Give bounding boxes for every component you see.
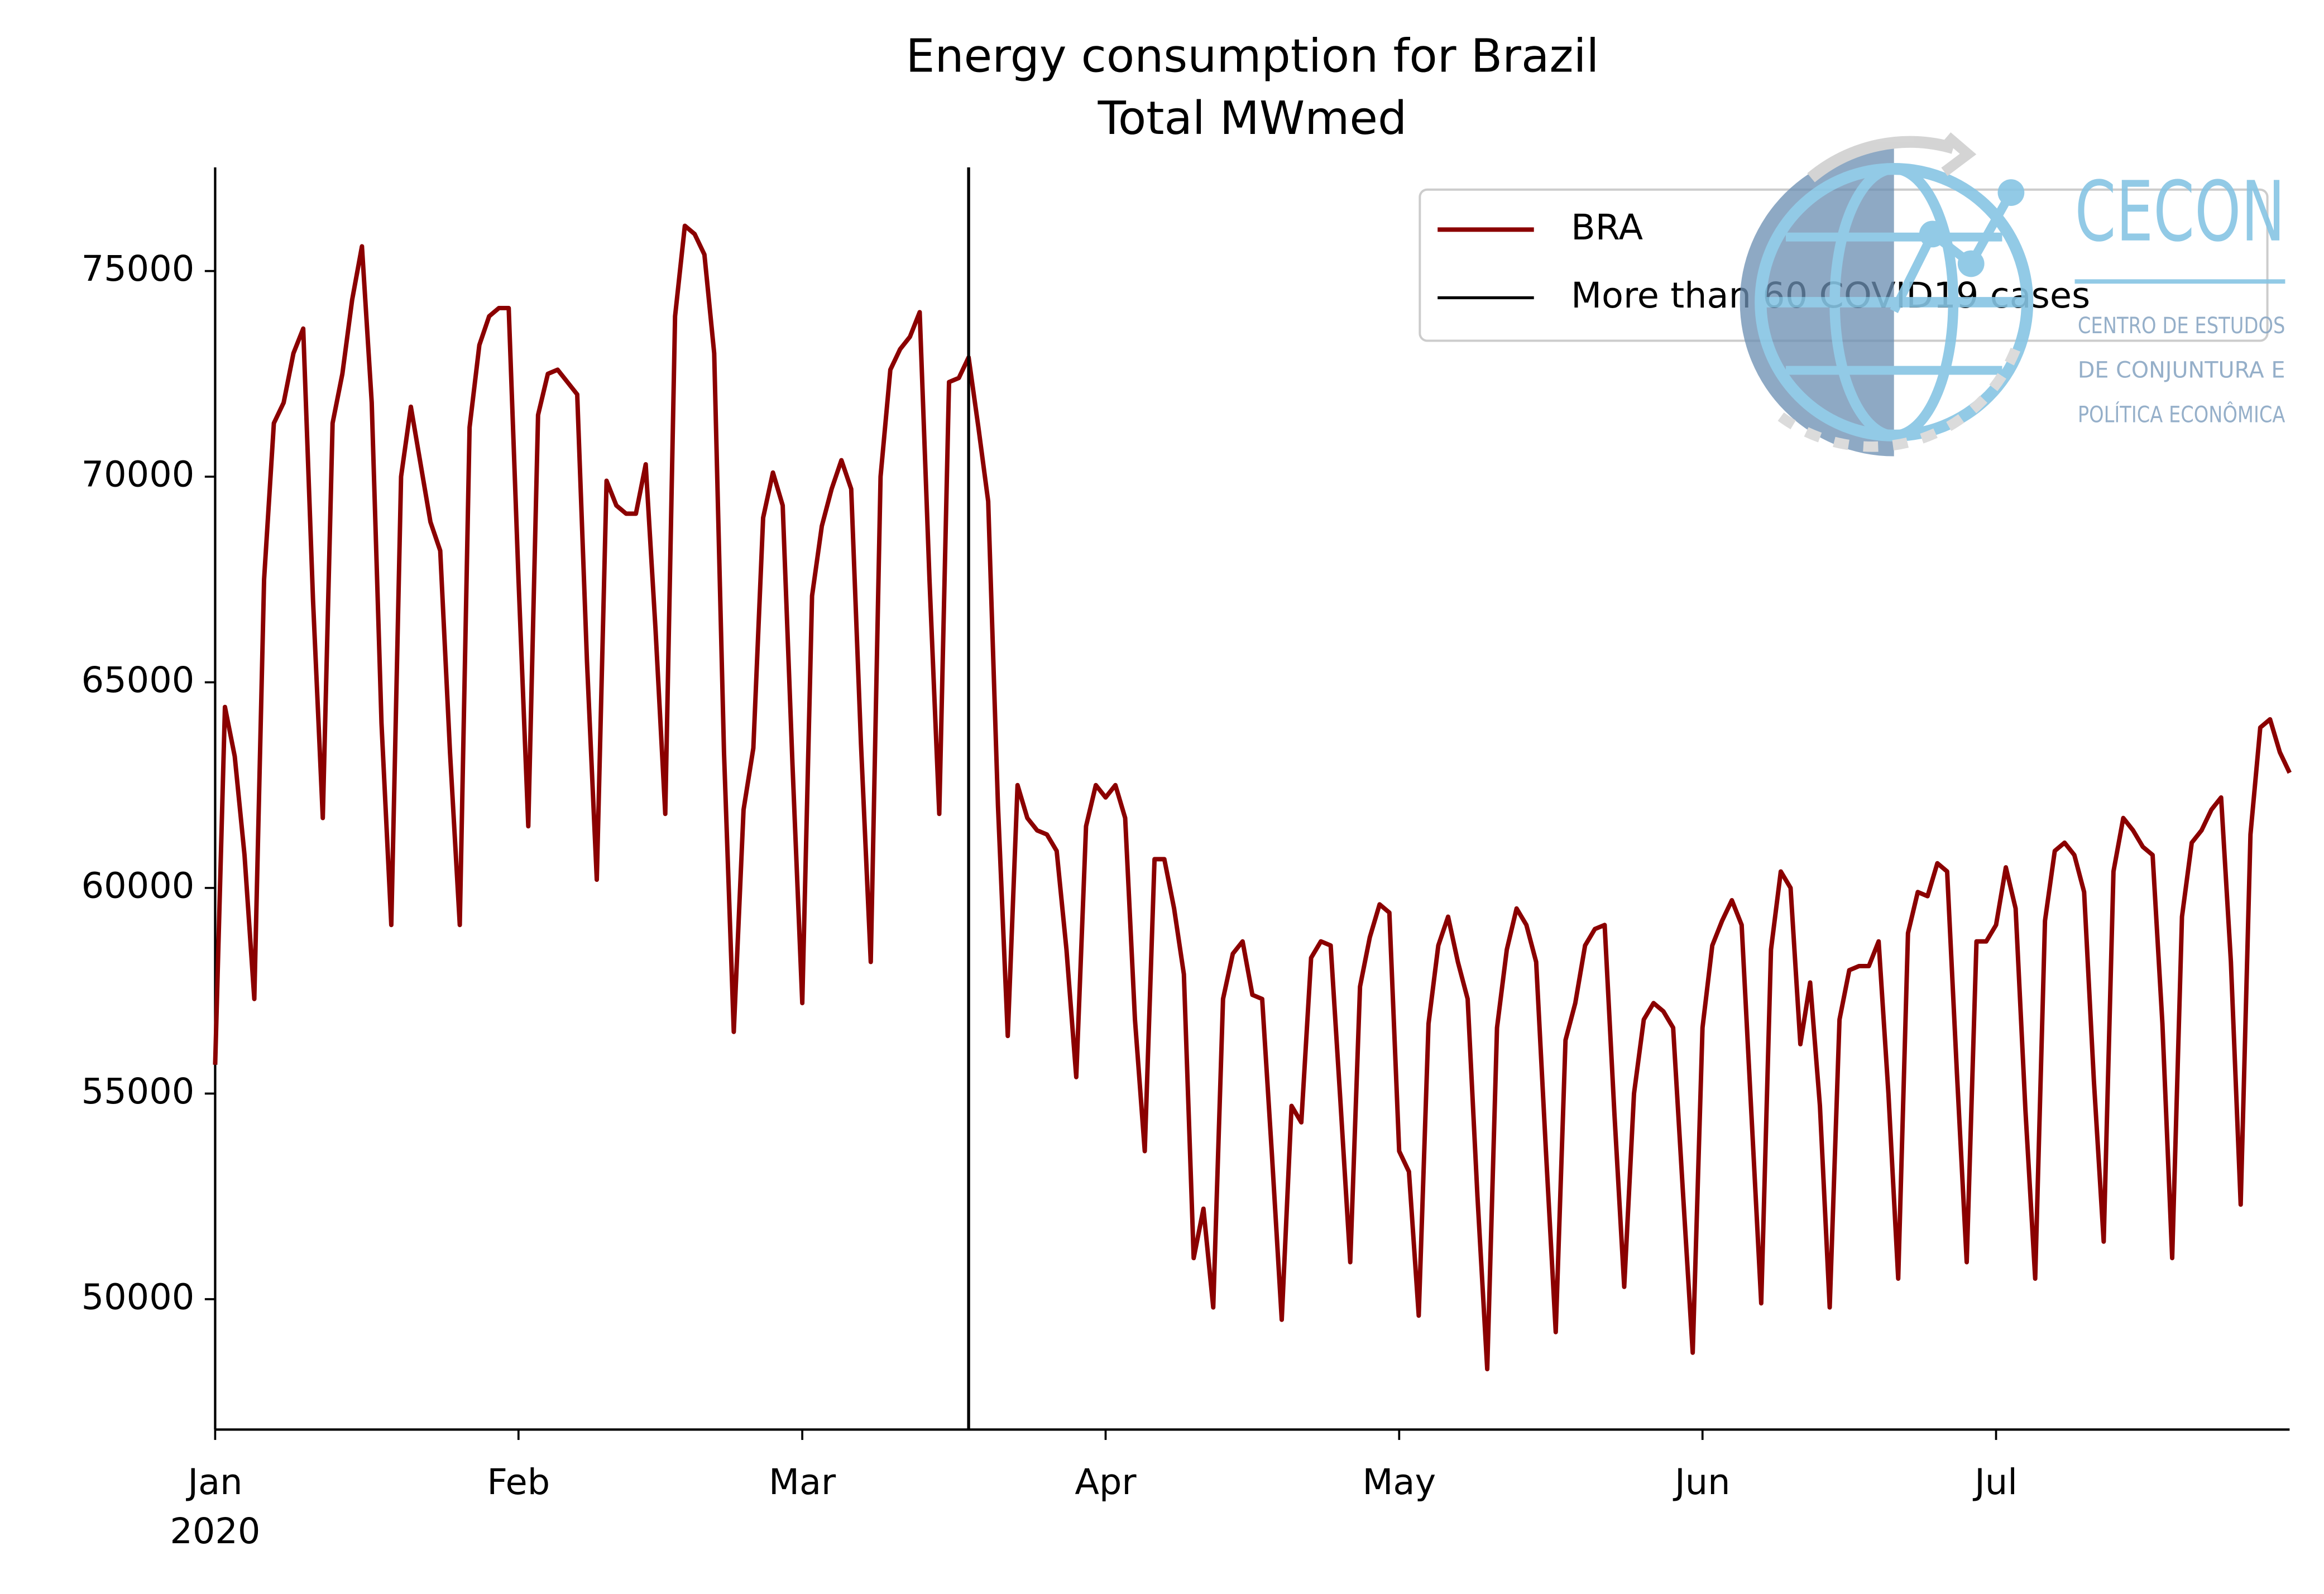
x-tick-label: Jan xyxy=(185,1462,242,1503)
logo-dot xyxy=(1919,220,1946,248)
plot-area: 50000 55000 60000 65000 70000 75000 Jan Feb Mar A… xyxy=(82,167,2292,1552)
logo-line: POLÍTICA ECONÔMICA xyxy=(2078,401,2285,428)
x-tick-label: Jul xyxy=(1972,1462,2018,1503)
x-tick-label: Jun xyxy=(1673,1462,1731,1503)
logo-trend xyxy=(1890,190,2015,313)
logo-dash-arc xyxy=(1775,347,2020,452)
y-tick-label: 55000 xyxy=(82,1071,195,1112)
y-tick-label: 70000 xyxy=(82,454,195,496)
chart-subtitle: Total MWmed xyxy=(1098,92,1407,145)
logo-line: CENTRO DE ESTUDOS xyxy=(2078,313,2285,339)
logo-line: DE CONJUNTURA E xyxy=(2078,358,2285,383)
logo-arrow-arc xyxy=(1807,136,1955,183)
chart-title: Energy consumption for Brazil xyxy=(906,30,1599,83)
y-tick-label: 75000 xyxy=(82,248,195,290)
logo-title: CECON xyxy=(2075,164,2285,261)
x-tick-label: Mar xyxy=(769,1462,836,1503)
x-tick-label: Apr xyxy=(1075,1462,1137,1503)
x-year-label: 2020 xyxy=(170,1511,260,1552)
y-tick-label: 50000 xyxy=(82,1276,195,1318)
x-tick-label: Feb xyxy=(487,1462,550,1503)
legend-label: BRA xyxy=(1571,207,1643,248)
logo-dot xyxy=(1997,179,2025,206)
y-tick-label: 60000 xyxy=(82,866,195,907)
data-line xyxy=(213,223,2292,1372)
logo-dot xyxy=(1957,250,1985,277)
x-tick-label: May xyxy=(1362,1462,1436,1503)
logo-arrowhead xyxy=(1941,132,1977,176)
y-tick-label: 65000 xyxy=(82,660,195,701)
logo: CECON CENTRO DE ESTUDOS DE CONJUNTURA E … xyxy=(1740,132,2285,457)
